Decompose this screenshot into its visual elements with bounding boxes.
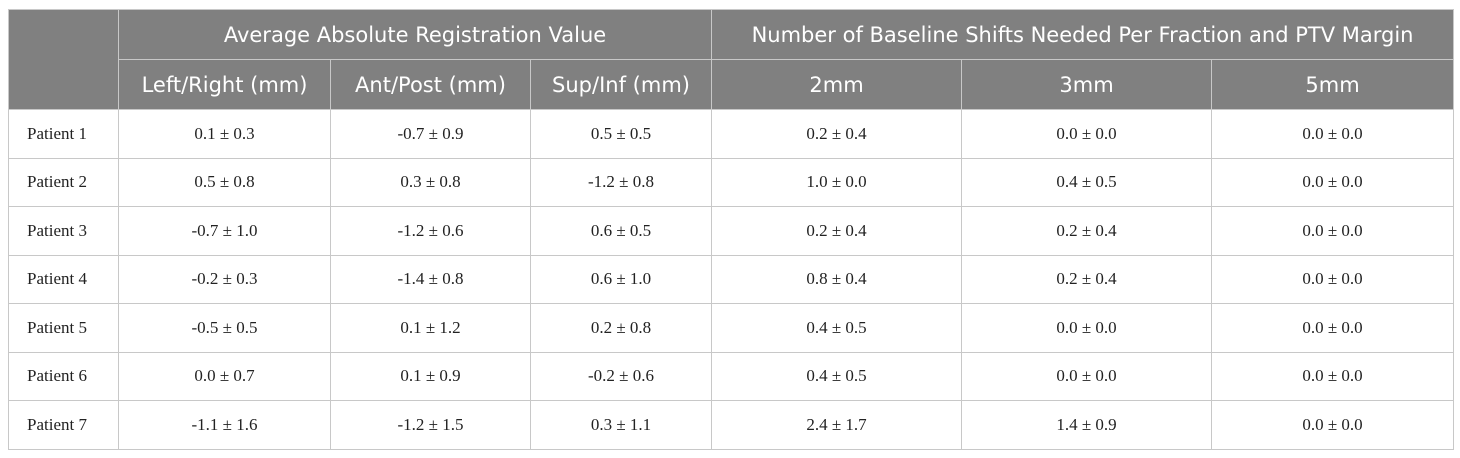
- table-cell: -1.2 ± 0.6: [330, 206, 531, 256]
- row-label: Patient 1: [8, 109, 119, 159]
- table-cell: -0.7 ± 0.9: [330, 109, 531, 159]
- table-cell: 0.4 ± 0.5: [961, 157, 1213, 207]
- column-header: Ant/Post (mm): [330, 59, 531, 110]
- row-label: Patient 3: [8, 206, 119, 256]
- table-cell: 1.0 ± 0.0: [711, 157, 963, 207]
- table-cell: 0.0 ± 0.0: [1211, 400, 1455, 450]
- column-header: Left/Right (mm): [118, 59, 331, 110]
- group-header: Average Absolute Registration Value: [117, 9, 713, 60]
- table-cell: 0.2 ± 0.8: [529, 303, 713, 353]
- table-cell: 0.8 ± 0.4: [711, 254, 963, 304]
- table-cell: 0.0 ± 0.0: [1211, 157, 1455, 207]
- table-cell: 0.0 ± 0.0: [961, 109, 1213, 159]
- table-cell: 0.6 ± 1.0: [529, 254, 713, 304]
- row-label: Patient 2: [8, 157, 119, 207]
- table-row: Patient 2 0.5 ± 0.8 0.3 ± 0.8 -1.2 ± 0.8 1.0…: [8, 157, 1455, 207]
- table-cell: -1.4 ± 0.8: [330, 254, 531, 304]
- table-row: Patient 4 -0.2 ± 0.3 -1.4 ± 0.8 0.6 ± 1.0 0.…: [8, 254, 1455, 304]
- table-cell: 0.2 ± 0.4: [711, 206, 963, 256]
- column-header: 5mm: [1211, 59, 1455, 110]
- table-cell: 0.4 ± 0.5: [711, 351, 963, 401]
- table-row: Patient 7 -1.1 ± 1.6 -1.2 ± 1.5 0.3 ± 1.1 2.…: [8, 400, 1455, 450]
- group-header-row: Average Absolute Registration Value Numb…: [8, 9, 1455, 110]
- table-cell: 0.3 ± 1.1: [529, 400, 713, 450]
- data-table: Average Absolute Registration Value Numb…: [8, 9, 1455, 450]
- row-label: Patient 7: [8, 400, 119, 450]
- table-cell: -0.7 ± 1.0: [118, 206, 331, 256]
- table-cell: -1.2 ± 0.8: [529, 157, 713, 207]
- table-cell: 1.4 ± 0.9: [961, 400, 1213, 450]
- row-label: Patient 5: [8, 303, 119, 353]
- table-cell: -0.5 ± 0.5: [118, 303, 331, 353]
- table-cell: 0.0 ± 0.0: [1211, 254, 1455, 304]
- table-cell: 2.4 ± 1.7: [711, 400, 963, 450]
- corner-cell: [8, 9, 119, 110]
- table-cell: -1.2 ± 1.5: [330, 400, 531, 450]
- table-cell: 0.0 ± 0.0: [961, 303, 1213, 353]
- table-cell: 0.0 ± 0.0: [1211, 109, 1455, 159]
- table-cell: -1.1 ± 1.6: [118, 400, 331, 450]
- table-cell: 0.4 ± 0.5: [711, 303, 963, 353]
- table-head: Average Absolute Registration Value Numb…: [8, 9, 1455, 110]
- row-label: Patient 6: [8, 351, 119, 401]
- table-body: Patient 1 0.1 ± 0.3 -0.7 ± 0.9 0.5 ± 0.5 0.2…: [8, 109, 1455, 450]
- column-header: 2mm: [711, 59, 963, 110]
- table-cell: 0.1 ± 0.3: [118, 109, 331, 159]
- table-cell: 0.3 ± 0.8: [330, 157, 531, 207]
- table-cell: -0.2 ± 0.3: [118, 254, 331, 304]
- table-cell: 0.2 ± 0.4: [711, 109, 963, 159]
- table-cell: 0.5 ± 0.8: [118, 157, 331, 207]
- column-header: Sup/Inf (mm): [529, 59, 713, 110]
- table-cell: 0.5 ± 0.5: [529, 109, 713, 159]
- table-cell: 0.2 ± 0.4: [961, 254, 1213, 304]
- row-label: Patient 4: [8, 254, 119, 304]
- group-header: Number of Baseline Shifts Needed Per Fra…: [711, 9, 1455, 60]
- table-cell: 0.6 ± 0.5: [529, 206, 713, 256]
- table-cell: 0.1 ± 1.2: [330, 303, 531, 353]
- table-row: Patient 5 -0.5 ± 0.5 0.1 ± 1.2 0.2 ± 0.8 0.4…: [8, 303, 1455, 353]
- table-cell: 0.0 ± 0.7: [118, 351, 331, 401]
- table-cell: 0.2 ± 0.4: [961, 206, 1213, 256]
- table-cell: 0.0 ± 0.0: [1211, 206, 1455, 256]
- table-cell: 0.0 ± 0.0: [1211, 303, 1455, 353]
- table-cell: -0.2 ± 0.6: [529, 351, 713, 401]
- table-row: Patient 3 -0.7 ± 1.0 -1.2 ± 0.6 0.6 ± 0.5 0.…: [8, 206, 1455, 256]
- column-header: 3mm: [961, 59, 1213, 110]
- table-row: Patient 1 0.1 ± 0.3 -0.7 ± 0.9 0.5 ± 0.5 0.2…: [8, 109, 1455, 159]
- table-cell: 0.0 ± 0.0: [1211, 351, 1455, 401]
- table-cell: 0.0 ± 0.0: [961, 351, 1213, 401]
- table-cell: 0.1 ± 0.9: [330, 351, 531, 401]
- column-header-row: Left/Right (mm) Ant/Post (mm) Sup/Inf (mm)…: [9, 59, 1455, 110]
- table-row: Patient 6 0.0 ± 0.7 0.1 ± 0.9 -0.2 ± 0.6 0.4…: [8, 351, 1455, 401]
